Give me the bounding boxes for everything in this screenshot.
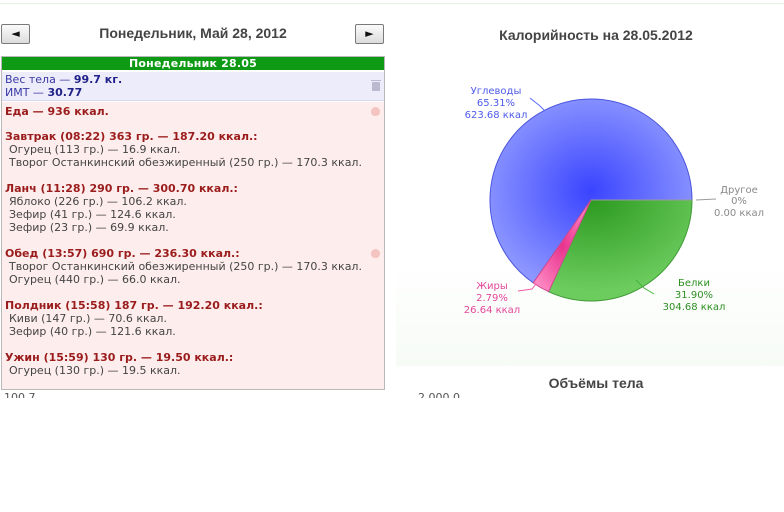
meal-item: Огурец (113 гр.) — 16.9 ккал.	[9, 143, 181, 156]
leader-line-carbs	[529, 97, 545, 111]
slice-label-fat-name: Жиры	[476, 281, 508, 292]
slice-label-carbs-name: Углеводы	[471, 86, 522, 97]
arrow-right-icon: ►	[365, 27, 374, 40]
meal-item: Зефир (41 гр.) — 124.6 ккал.	[9, 208, 176, 221]
arrow-left-icon: ◄	[11, 27, 20, 40]
slice-label-fat-kcal: 26.64 ккал	[464, 305, 520, 316]
clipped-axis-label: 2 000 0	[418, 392, 460, 398]
meal-item: Огурец (130 гр.) — 19.5 ккал.	[9, 364, 181, 377]
leader-line-protein	[635, 279, 655, 295]
meal-title: Завтрак (08:22) 363 гр. — 187.20 ккал.:	[5, 130, 258, 143]
slice-label-carbs-kcal: 623.68 ккал	[465, 110, 528, 121]
meal-item: Огурец (440 гр.) — 66.0 ккал.	[9, 273, 181, 286]
bmi-label: ИМТ —	[5, 86, 48, 99]
slice-label-protein-name: Белки	[678, 278, 710, 289]
apple-icon[interactable]	[371, 107, 380, 116]
chart-title: Калорийность на 28.05.2012	[499, 27, 693, 43]
meal-item: Яблоко (226 гр.) — 106.2 ккал.	[9, 195, 187, 208]
leader-line-fat	[517, 283, 537, 292]
food-value: 936 ккал.	[47, 105, 109, 118]
clipped-axis-label: 100.7	[4, 392, 36, 398]
leader-line-other	[695, 198, 717, 201]
pie-slice-carbs[interactable]	[489, 98, 693, 284]
meal-title: Ланч (11:28) 290 гр. — 300.70 ккал.:	[5, 182, 238, 195]
day-title: Понедельник, Май 28, 2012	[99, 25, 287, 41]
meal-title: Обед (13:57) 690 гр. — 236.30 ккал.:	[5, 247, 240, 260]
apple-icon[interactable]	[371, 249, 380, 258]
food-total: Еда — 936 ккал.	[5, 105, 109, 118]
slice-label-protein-percent: 31.90%	[675, 290, 713, 301]
weight-label: Вес тела —	[5, 73, 74, 86]
slice-label-fat-percent: 2.79%	[476, 293, 508, 304]
slice-label-carbs-percent: 65.31%	[477, 98, 515, 109]
meal-title: Полдник (15:58) 187 гр. — 192.20 ккал.:	[5, 299, 263, 312]
calorie-chart: Калорийность на 28.05.2012 Углеводы 65.3…	[396, 18, 784, 366]
weight-value: 99.7 кг.	[73, 73, 123, 86]
trash-icon[interactable]	[371, 80, 381, 91]
food-block: Еда — 936 ккал. Завтрак (08:22) 363 гр. …	[2, 102, 384, 389]
weight-line: Вес тела — 99.7 кг.	[5, 73, 122, 86]
food-label: Еда —	[5, 105, 48, 118]
bmi-value: 30.77	[47, 86, 83, 99]
top-divider	[0, 3, 784, 4]
meal-item: Киви (147 гр.) — 70.6 ккал.	[9, 312, 167, 325]
bmi-line: ИМТ — 30.77	[5, 86, 82, 99]
panel-header: Понедельник 28.05	[2, 57, 384, 70]
slice-label-other-name: Другое	[720, 185, 758, 196]
pie-slice-fat[interactable]	[532, 199, 592, 293]
meal-title: Ужин (15:59) 130 гр. — 19.50 ккал.:	[5, 351, 234, 364]
slice-label-other-percent: 0%	[731, 196, 747, 207]
prev-day-button[interactable]: ◄	[1, 24, 30, 44]
meal-item: Творог Останкинский обезжиренный (250 гр…	[9, 260, 362, 273]
slice-label-other-kcal: 0.00 ккал	[714, 208, 764, 219]
meal-item: Зефир (40 гр.) — 121.6 ккал.	[9, 325, 176, 338]
pie-chart: Углеводы 65.31% 623.68 ккал Другое 0% 0.…	[464, 86, 764, 316]
weight-block: Вес тела — 99.7 кг. ИМТ — 30.77	[2, 72, 384, 101]
meal-item: Творог Останкинский обезжиренный (250 гр…	[9, 156, 362, 169]
body-measurements-title: Объёмы тела	[548, 375, 644, 391]
day-panel: Понедельник 28.05 Вес тела — 99.7 кг. ИМ…	[1, 56, 385, 390]
slice-label-protein-kcal: 304.68 ккал	[663, 302, 726, 313]
next-day-button[interactable]: ►	[355, 24, 384, 44]
meal-item: Зефир (23 гр.) — 69.9 ккал.	[9, 221, 169, 234]
pie-slice-protein[interactable]	[547, 199, 693, 302]
